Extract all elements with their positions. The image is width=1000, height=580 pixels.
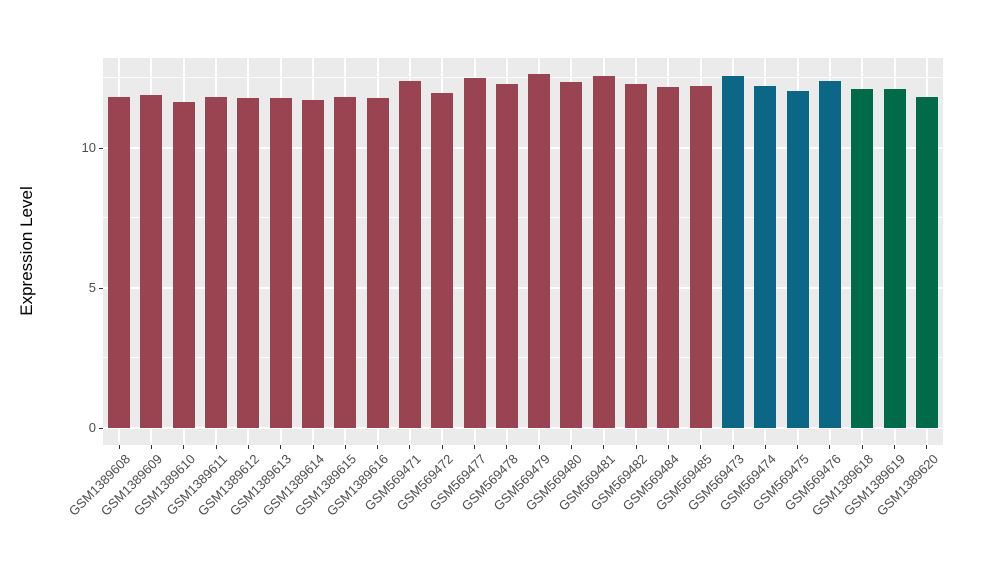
x-tick-label: GSM1389611 [163, 451, 230, 518]
x-tick-label: GSM569485 [652, 451, 715, 514]
bar [366, 97, 389, 428]
x-axis-tick [829, 445, 831, 449]
x-tick-label: GSM1389609 [98, 451, 166, 519]
y-axis-title: Expression Level [17, 186, 36, 316]
x-axis-tick [506, 445, 508, 449]
plot-panel [103, 58, 943, 445]
bar [625, 84, 648, 428]
x-tick-label: GSM569479 [490, 451, 554, 514]
x-axis-tick [700, 445, 702, 449]
x-axis-tick [215, 445, 217, 449]
bar [108, 97, 131, 428]
y-tick-label: 10 [81, 139, 96, 155]
bar [883, 89, 906, 428]
x-tick-label: GSM569480 [523, 451, 586, 514]
bar [657, 86, 680, 428]
x-tick-label: GSM1389614 [259, 451, 327, 519]
bar [915, 96, 938, 428]
x-tick-label: GSM1389608 [65, 451, 134, 519]
bar [754, 86, 777, 428]
bar [334, 96, 357, 428]
x-axis-tick [538, 445, 540, 449]
bar [592, 76, 615, 428]
bar [851, 89, 874, 428]
x-axis-tick [312, 445, 314, 449]
bar [560, 81, 583, 428]
x-axis-tick [344, 445, 346, 449]
bar [463, 78, 486, 428]
x-tick-label: GSM569477 [426, 451, 489, 514]
x-tick-label: GSM1389615 [291, 451, 360, 519]
x-tick-label: GSM569474 [716, 451, 780, 514]
gridline-minor [103, 357, 943, 359]
x-axis-tick [377, 445, 379, 449]
x-axis-tick [861, 445, 863, 449]
x-tick-label: GSM569481 [555, 451, 618, 514]
bar [818, 80, 841, 428]
x-tick-label: GSM1389618 [808, 451, 877, 519]
x-axis-tick [280, 445, 282, 449]
bar [689, 86, 712, 428]
bar [172, 102, 195, 428]
x-axis-tick [732, 445, 734, 449]
bar [495, 84, 518, 428]
bar [302, 100, 324, 428]
x-axis-tick [118, 445, 120, 449]
bar [431, 93, 454, 428]
x-axis-tick [183, 445, 185, 449]
bar [205, 97, 228, 428]
bar [528, 74, 551, 428]
x-axis-tick [764, 445, 766, 449]
x-axis-tick [603, 445, 605, 449]
x-axis-tick [570, 445, 572, 449]
gridline-major [103, 286, 943, 289]
bar [398, 80, 421, 428]
gridline-major [103, 146, 943, 149]
x-axis-tick [441, 445, 443, 449]
x-axis-tick [797, 445, 799, 449]
gridline-major [103, 426, 943, 429]
x-tick-label: GSM1389613 [227, 451, 295, 519]
x-tick-label: GSM569473 [684, 451, 747, 514]
x-tick-label: GSM569471 [361, 451, 424, 514]
x-tick-label: GSM569472 [393, 451, 457, 514]
x-tick-label: GSM1389616 [324, 451, 392, 519]
x-axis-tick [894, 445, 896, 449]
x-axis-tick [150, 445, 152, 449]
x-tick-label: GSM569476 [781, 451, 844, 514]
y-tick-label: 5 [88, 279, 96, 295]
x-axis-tick [409, 445, 411, 449]
bar [140, 95, 163, 428]
y-tick-label: 0 [88, 419, 96, 435]
x-tick-label: GSM569482 [587, 451, 650, 514]
bar [237, 97, 260, 428]
x-tick-label: GSM569484 [620, 451, 683, 514]
x-tick-label: GSM1389612 [194, 451, 263, 519]
x-tick-label: GSM1389620 [873, 451, 941, 519]
bar [722, 76, 744, 428]
x-tick-label: GSM569478 [458, 451, 521, 514]
x-axis-tick [247, 445, 249, 449]
x-tick-label: GSM1389610 [130, 451, 198, 519]
x-axis-tick [474, 445, 476, 449]
x-axis-tick [635, 445, 637, 449]
bar [269, 97, 292, 428]
x-axis-tick [926, 445, 928, 449]
x-tick-label: GSM569475 [749, 451, 812, 514]
x-tick-label: GSM1389619 [841, 451, 909, 519]
x-axis-tick [667, 445, 669, 449]
gridline-minor [103, 77, 943, 79]
gridline-minor [103, 217, 943, 219]
bar [786, 90, 809, 428]
